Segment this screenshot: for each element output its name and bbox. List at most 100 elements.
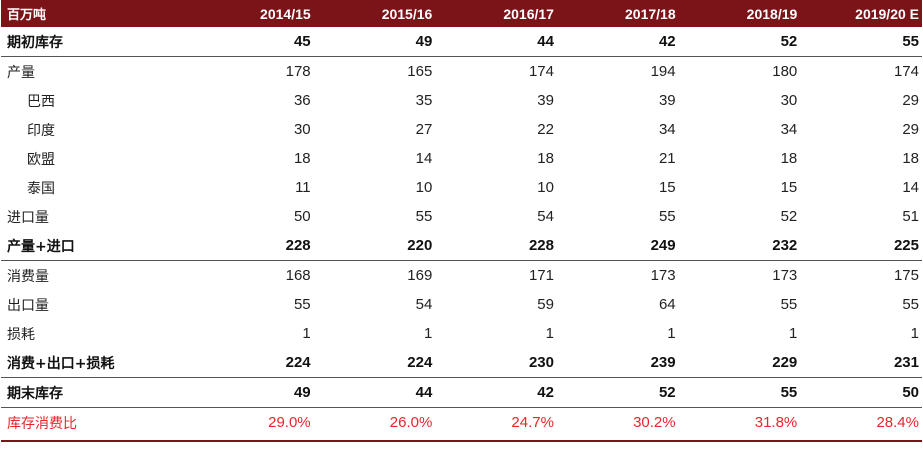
row-label: 出口量 [7, 297, 49, 314]
table-cell: 55 [678, 377, 801, 408]
column-header: 2016/17 [435, 0, 557, 27]
table-cell: 26.0% [389, 414, 433, 431]
table-cell: 39 [537, 92, 554, 109]
table-cell: 18 [293, 150, 311, 167]
row-eu: 欧盟 18 14 18 21 18 18 [1, 144, 922, 173]
table-cell: 39 [658, 92, 676, 109]
table-cell: 49 [192, 377, 314, 408]
column-header: 2019/20 E [800, 0, 922, 27]
row-consumption: 消费量 168 169 171 173 173 175 [1, 261, 922, 291]
table-cell: 54 [537, 208, 554, 225]
table-cell: 22 [537, 121, 554, 138]
table-cell: 28.4% [876, 414, 919, 431]
table-cell: 55 [800, 27, 922, 57]
table-cell: 18 [902, 150, 919, 167]
row-label: 损耗 [7, 326, 35, 343]
row-opening-stock: 期初库存 45 49 44 42 52 55 [1, 27, 922, 57]
table-cell: 42 [435, 377, 557, 408]
table-cell: 1 [423, 325, 433, 342]
table-cell: 49 [313, 27, 436, 57]
table-cell: 249 [556, 231, 679, 261]
table-cell: 10 [537, 179, 554, 196]
table-cell: 29.0% [268, 414, 311, 431]
row-label: 泰国 [27, 180, 55, 197]
row-label: 巴西 [27, 93, 55, 110]
table-cell: 174 [528, 63, 554, 80]
table-cell: 228 [435, 231, 557, 261]
table-cell: 173 [650, 267, 676, 284]
table-cell: 169 [407, 267, 433, 284]
table-cell: 15 [780, 179, 798, 196]
row-production: 产量 178 165 174 194 180 174 [1, 57, 922, 87]
table-cell: 34 [780, 121, 798, 138]
table-cell: 229 [678, 348, 801, 378]
table-cell: 29 [902, 121, 919, 138]
row-label: 期末库存 [1, 377, 192, 408]
table-cell: 1 [910, 325, 919, 342]
table-cell: 31.8% [754, 414, 798, 431]
table-cell: 178 [285, 63, 311, 80]
table-cell: 11 [295, 179, 311, 196]
table-cell: 29 [902, 92, 919, 109]
column-header: 2017/18 [556, 0, 679, 27]
row-label: 产量 [7, 64, 35, 81]
table-cell: 10 [415, 179, 433, 196]
table-cell: 50 [293, 208, 311, 225]
table-cell: 64 [658, 296, 676, 313]
table-cell: 224 [192, 348, 314, 378]
table-cell: 15 [658, 179, 676, 196]
table-cell: 175 [893, 267, 919, 284]
table-cell: 224 [313, 348, 436, 378]
table-cell: 232 [678, 231, 801, 261]
table-cell: 34 [658, 121, 676, 138]
table-cell: 55 [658, 208, 676, 225]
table-cell: 30.2% [633, 414, 676, 431]
unit-header: 百万吨 [1, 0, 192, 27]
table-cell: 168 [285, 267, 311, 284]
table-cell: 225 [800, 231, 922, 261]
row-label: 印度 [27, 122, 55, 139]
table-cell: 54 [415, 296, 433, 313]
table-cell: 52 [780, 208, 798, 225]
table-cell: 1 [788, 325, 798, 342]
row-production-plus-imports: 产量+进口 228 220 228 249 232 225 [1, 231, 922, 261]
table-cell: 194 [650, 63, 676, 80]
table-cell: 44 [435, 27, 557, 57]
table-cell: 173 [772, 267, 798, 284]
table-cell: 59 [537, 296, 554, 313]
row-india: 印度 30 27 22 34 34 29 [1, 115, 922, 144]
row-total-usage: 消费+出口+损耗 224 224 230 239 229 231 [1, 348, 922, 378]
bottom-rule [1, 440, 922, 442]
row-label: 产量+进口 [1, 231, 192, 261]
row-exports: 出口量 55 54 59 64 55 55 [1, 290, 922, 319]
row-label: 消费量 [7, 268, 49, 285]
table-cell: 231 [800, 348, 922, 378]
table-cell: 230 [435, 348, 557, 378]
table-cell: 24.7% [511, 414, 554, 431]
table-cell: 21 [658, 150, 676, 167]
table-cell: 1 [302, 325, 311, 342]
table-cell: 50 [800, 377, 922, 408]
table-cell: 228 [192, 231, 314, 261]
table-cell: 55 [293, 296, 311, 313]
row-brazil: 巴西 36 35 39 39 30 29 [1, 86, 922, 115]
table-cell: 55 [780, 296, 798, 313]
table-cell: 51 [902, 208, 919, 225]
column-header: 2015/16 [313, 0, 436, 27]
row-label: 库存消费比 [7, 415, 77, 432]
row-thailand: 泰国 11 10 10 15 15 14 [1, 173, 922, 202]
table-cell: 30 [293, 121, 311, 138]
table-cell: 52 [556, 377, 679, 408]
table-cell: 174 [893, 63, 919, 80]
table-cell: 27 [415, 121, 433, 138]
table-cell: 18 [537, 150, 554, 167]
table-cell: 18 [780, 150, 798, 167]
table-cell: 55 [415, 208, 433, 225]
table-cell: 220 [313, 231, 436, 261]
table-cell: 171 [528, 267, 554, 284]
table-cell: 30 [780, 92, 798, 109]
row-label: 进口量 [7, 209, 49, 226]
column-header: 2018/19 [678, 0, 801, 27]
row-label: 期初库存 [1, 27, 192, 57]
header-row: 百万吨 2014/15 2015/16 2016/17 2017/18 2018… [1, 0, 922, 27]
